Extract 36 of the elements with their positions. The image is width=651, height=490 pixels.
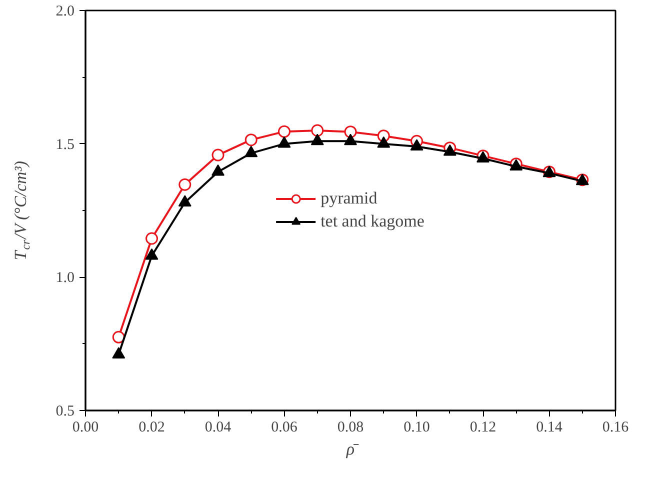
point	[344, 126, 357, 138]
point	[410, 139, 424, 150]
point	[112, 347, 126, 358]
x-tick-label: 0.04	[204, 420, 232, 436]
y-tick-label: 1.5	[56, 136, 74, 153]
x-tick-label: 0.10	[404, 420, 430, 436]
point	[311, 124, 324, 137]
point	[212, 148, 224, 162]
x-tick-label: 0.16	[602, 420, 630, 436]
point	[377, 136, 390, 148]
x-tick-label: 0.08	[337, 420, 364, 436]
point	[278, 125, 290, 138]
point	[178, 195, 192, 206]
y-tick-label: 0.5	[56, 404, 74, 420]
legend-label: tet and kagome	[320, 212, 424, 232]
point	[178, 178, 192, 191]
point	[443, 144, 456, 156]
point	[344, 134, 357, 146]
point	[278, 136, 291, 148]
y-axis-title: Tcr/V (°C/cm³)	[11, 160, 32, 260]
point	[244, 134, 258, 146]
point	[146, 232, 158, 245]
x-tick-label: 0.14	[536, 420, 563, 436]
x-tick-label: 0.02	[138, 420, 165, 436]
point	[244, 146, 258, 158]
x-tick-label: 0.06	[271, 420, 298, 436]
x-axis-title: ρ̄	[345, 440, 360, 458]
x-tick-label: 0.12	[470, 420, 496, 436]
point	[112, 330, 125, 344]
point	[145, 248, 158, 260]
y-tick-label: 1.0	[56, 270, 74, 286]
legend-label: pyramid	[320, 188, 378, 208]
point	[310, 134, 324, 146]
x-tick-label: 0.00	[72, 420, 99, 436]
point	[212, 164, 224, 176]
y-tick-label: 2.0	[56, 4, 74, 20]
